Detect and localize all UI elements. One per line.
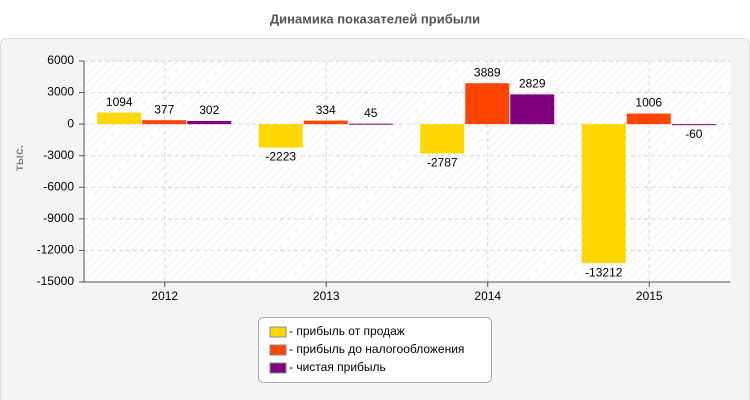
legend-label: - прибыль от продаж	[289, 324, 405, 338]
y-axis-label: тыс.	[12, 145, 26, 171]
bar	[671, 124, 716, 126]
y-tick-label: 6000	[47, 53, 74, 67]
data-label: 3889	[474, 65, 501, 79]
bar	[258, 124, 303, 148]
plot-area	[84, 61, 730, 282]
bar	[97, 112, 142, 125]
bar	[626, 113, 671, 125]
y-tick-label: -3000	[43, 148, 74, 162]
bar	[465, 83, 510, 125]
y-tick-label: -15000	[37, 274, 75, 288]
y-tick-label: 3000	[47, 85, 74, 99]
data-label: -2223	[265, 150, 296, 164]
data-label: 2829	[519, 77, 546, 91]
data-label: 1006	[635, 96, 662, 110]
y-tick-label: -9000	[43, 211, 74, 225]
y-tick-label: -6000	[43, 179, 74, 193]
bar	[303, 120, 348, 125]
legend-swatch	[269, 326, 287, 338]
legend-label: - чистая прибыль	[289, 360, 386, 374]
legend-label: - прибыль до налогообложения	[289, 342, 464, 356]
bar	[420, 124, 465, 154]
bar	[187, 120, 232, 125]
y-tick-label: 0	[67, 116, 74, 130]
chart-title: Динамика показателей прибыли	[270, 11, 480, 26]
data-label: 334	[316, 103, 336, 117]
x-tick-label: 2012	[151, 289, 178, 303]
data-label: 377	[154, 102, 174, 116]
data-label: 302	[199, 103, 219, 117]
data-label: -60	[685, 127, 703, 141]
data-label: -2787	[427, 156, 458, 170]
legend-swatch	[269, 362, 287, 374]
data-label: 45	[364, 106, 378, 120]
bar	[510, 94, 555, 125]
y-tick-label: -12000	[37, 243, 75, 257]
legend	[258, 317, 492, 383]
x-tick-label: 2013	[313, 289, 340, 303]
x-tick-label: 2015	[636, 289, 663, 303]
bar	[348, 123, 393, 125]
bar	[142, 120, 187, 125]
data-label: -13212	[585, 265, 623, 279]
bar	[581, 124, 626, 264]
data-label: 1094	[106, 95, 133, 109]
legend-swatch	[269, 344, 287, 356]
x-tick-label: 2014	[474, 289, 501, 303]
